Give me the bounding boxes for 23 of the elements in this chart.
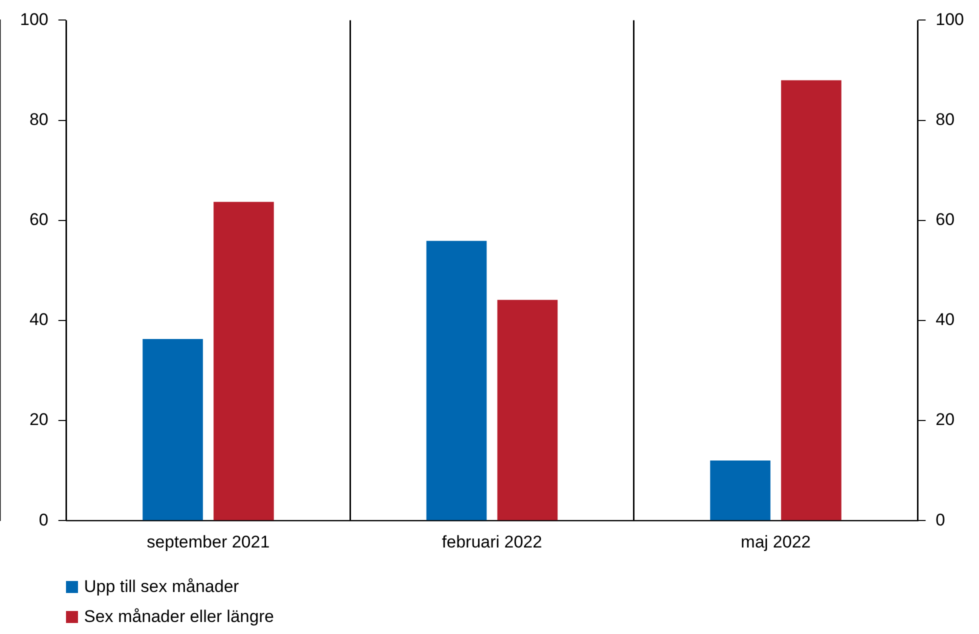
x-tick-label: september 2021 xyxy=(146,532,270,552)
y-tick-label: 100 xyxy=(20,10,48,29)
bar xyxy=(426,240,487,520)
y2-tick-label: 80 xyxy=(936,110,955,129)
legend-label: Upp till sex månader xyxy=(84,577,239,597)
bar xyxy=(710,460,770,520)
bar xyxy=(497,300,558,520)
y-tick-label: 20 xyxy=(29,410,48,430)
y2-tick-label: 40 xyxy=(936,310,955,330)
y-tick-label: 60 xyxy=(29,210,48,230)
x-tick-label: februari 2022 xyxy=(442,532,542,552)
bar xyxy=(142,338,203,520)
legend-label: Sex månader eller längre xyxy=(84,607,274,627)
bar xyxy=(781,80,842,520)
y2-tick-label: 100 xyxy=(936,10,964,29)
y-tick-label: 80 xyxy=(29,110,48,129)
bar xyxy=(214,202,274,520)
x-tick-label: maj 2022 xyxy=(740,532,811,552)
y-tick-label: 0 xyxy=(38,510,48,530)
y2-tick-label: 0 xyxy=(936,510,946,530)
y-tick-label: 40 xyxy=(29,310,48,330)
y2-tick-label: 60 xyxy=(936,210,955,230)
y2-tick-label: 20 xyxy=(936,410,955,430)
